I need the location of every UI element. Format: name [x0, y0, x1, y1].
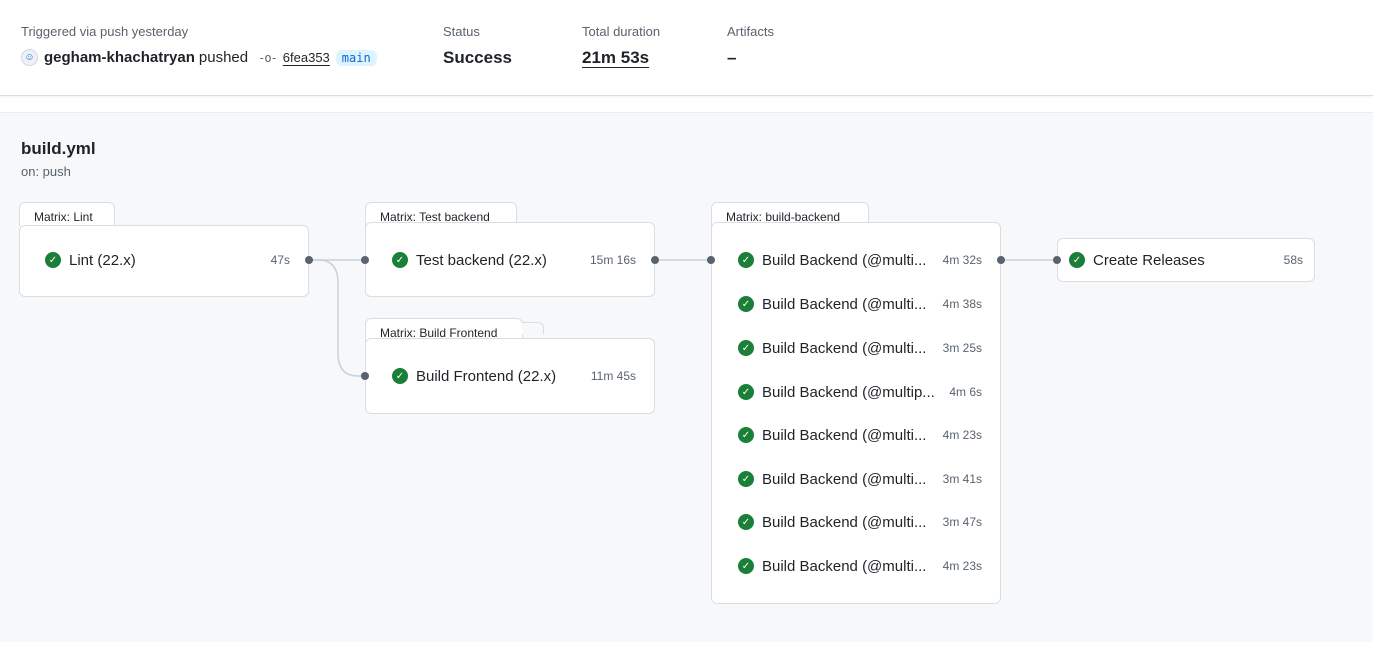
- job-duration: 58s: [1283, 253, 1303, 267]
- check-circle-icon: ✓: [45, 252, 61, 268]
- job-build-backend-6[interactable]: ✓ Build Backend (@multi... 3m 41s: [738, 464, 982, 494]
- check-circle-icon: ✓: [392, 368, 408, 384]
- workflow-graph: build.yml on: push Matrix: Lint ✓ Lint (…: [0, 112, 1373, 642]
- job-name: Build Backend (@multi...: [762, 557, 927, 575]
- output-port-dot: [651, 256, 659, 264]
- job-build-backend-7[interactable]: ✓ Build Backend (@multi... 3m 47s: [738, 507, 982, 537]
- matrix-test-backend-card: [365, 222, 655, 297]
- job-create-releases[interactable]: ✓ Create Releases 58s: [1069, 245, 1303, 275]
- job-name: Build Backend (@multi...: [762, 470, 927, 488]
- check-circle-icon: ✓: [738, 384, 754, 400]
- input-port-dot: [361, 372, 369, 380]
- check-circle-icon: ✓: [738, 427, 754, 443]
- job-build-backend-3[interactable]: ✓ Build Backend (@multi... 3m 25s: [738, 333, 982, 363]
- graph-connectors: [309, 259, 1057, 377]
- commit-sha-link[interactable]: 6fea353: [282, 50, 330, 65]
- user-avatar[interactable]: ☺: [21, 49, 38, 66]
- check-circle-icon: ✓: [738, 471, 754, 487]
- matrix-build-backend-title: Matrix: build-backend: [726, 210, 841, 224]
- run-summary: Triggered via push yesterday ☺ gegham-kh…: [0, 0, 1373, 96]
- matrix-test-backend-title: Matrix: Test backend: [380, 210, 490, 224]
- job-duration: 4m 32s: [942, 253, 982, 267]
- matrix-lint-title: Matrix: Lint: [34, 210, 93, 224]
- check-circle-icon: ✓: [738, 296, 754, 312]
- matrix-lint-card: [19, 225, 309, 297]
- job-duration: 11m 45s: [590, 369, 636, 383]
- matrix-build-frontend-card: [365, 338, 655, 414]
- job-name: Build Backend (@multi...: [762, 513, 927, 531]
- check-circle-icon: ✓: [738, 558, 754, 574]
- workflow-file-name: build.yml: [21, 139, 96, 158]
- job-duration: 47s: [270, 253, 290, 267]
- matrix-build-frontend-title: Matrix: Build Frontend: [380, 326, 498, 340]
- job-duration: 4m 23s: [942, 428, 982, 442]
- job-test-backend[interactable]: ✓ Test backend (22.x) 15m 16s: [392, 245, 636, 275]
- job-name: Lint (22.x): [69, 251, 136, 269]
- job-name: Build Backend (@multip...: [762, 383, 935, 401]
- matrix-lint-tab: Matrix: Lint: [19, 202, 115, 226]
- job-lint[interactable]: ✓ Lint (22.x) 47s: [45, 245, 290, 275]
- job-build-frontend[interactable]: ✓ Build Frontend (22.x) 11m 45s: [392, 361, 636, 391]
- job-name: Build Frontend (22.x): [416, 367, 557, 385]
- job-name: Create Releases: [1093, 251, 1205, 269]
- duration-label: Total duration: [582, 24, 661, 39]
- check-circle-icon: ✓: [738, 252, 754, 268]
- status-value: Success: [443, 48, 512, 67]
- status-label: Status: [443, 24, 480, 39]
- job-name: Build Backend (@multi...: [762, 426, 927, 444]
- output-port-dot: [997, 256, 1005, 264]
- actor-link[interactable]: gegham-khachatryan: [44, 49, 195, 66]
- job-duration: 3m 41s: [942, 472, 982, 486]
- job-duration: 3m 25s: [942, 341, 982, 355]
- tab-notch: [522, 322, 544, 334]
- job-duration: 3m 47s: [942, 515, 982, 529]
- artifacts-label: Artifacts: [727, 24, 774, 39]
- matrix-build-backend-card: [711, 222, 1001, 604]
- input-port-dot: [1053, 256, 1061, 264]
- trigger-details: ☺ gegham-khachatryan pushed -o- 6fea353 …: [21, 49, 377, 66]
- check-circle-icon: ✓: [738, 340, 754, 356]
- input-port-dot: [361, 256, 369, 264]
- check-circle-icon: ✓: [1069, 252, 1085, 268]
- job-name: Build Backend (@multi...: [762, 251, 927, 269]
- check-circle-icon: ✓: [392, 252, 408, 268]
- trigger-label: Triggered via push yesterday: [21, 24, 189, 39]
- job-duration: 4m 6s: [949, 385, 982, 399]
- job-build-backend-5[interactable]: ✓ Build Backend (@multi... 4m 23s: [738, 420, 982, 450]
- job-build-backend-1[interactable]: ✓ Build Backend (@multi... 4m 32s: [738, 245, 982, 275]
- create-releases-card: [1057, 238, 1315, 282]
- job-duration: 4m 23s: [942, 559, 982, 573]
- job-build-backend-8[interactable]: ✓ Build Backend (@multi... 4m 23s: [738, 551, 982, 581]
- action-text: pushed: [198, 49, 249, 66]
- artifacts-value: –: [727, 48, 737, 67]
- job-name: Build Backend (@multi...: [762, 339, 927, 357]
- job-duration: 4m 38s: [942, 297, 982, 311]
- input-port-dot: [707, 256, 715, 264]
- workflow-trigger: on: push: [21, 164, 71, 179]
- job-name: Test backend (22.x): [416, 251, 547, 269]
- job-build-backend-2[interactable]: ✓ Build Backend (@multi... 4m 38s: [738, 289, 982, 319]
- job-build-backend-4[interactable]: ✓ Build Backend (@multip... 4m 6s: [738, 377, 982, 407]
- output-port-dot: [305, 256, 313, 264]
- branch-badge[interactable]: main: [335, 49, 377, 66]
- job-duration: 15m 16s: [589, 253, 636, 267]
- total-duration-link[interactable]: 21m 53s: [582, 48, 650, 67]
- git-commit-icon: -o-: [258, 50, 278, 65]
- check-circle-icon: ✓: [738, 514, 754, 530]
- connector-lint-to-build-frontend: [309, 259, 365, 377]
- job-name: Build Backend (@multi...: [762, 295, 927, 313]
